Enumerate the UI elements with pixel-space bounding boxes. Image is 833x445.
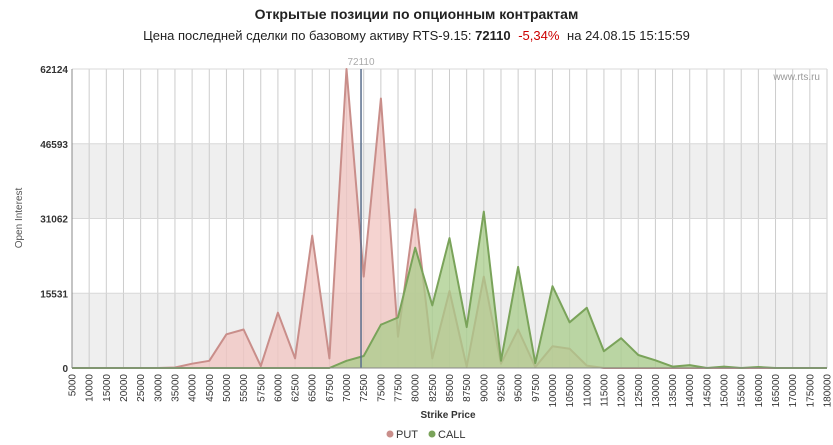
x-tick-label: 62500: [291, 374, 302, 402]
x-axis-title: Strike Price: [420, 410, 475, 421]
x-axis-ticks: 5000 10000 15000 20000 25000 30000 35000 40000 4…: [68, 374, 833, 408]
legend-marker: [428, 430, 436, 438]
x-tick-label: 135000: [668, 374, 679, 408]
x-tick-label: 160000: [754, 374, 765, 408]
legend-label: CALL: [438, 429, 466, 441]
x-tick-label: 50000: [222, 374, 233, 402]
x-tick-label: 100000: [548, 374, 559, 408]
x-tick-label: 87500: [462, 374, 473, 402]
x-tick-label: 125000: [634, 374, 645, 408]
quote-date: на 24.08.15 15:15:59: [567, 28, 690, 43]
x-tick-label: 75000: [376, 374, 387, 402]
x-tick-label: 95000: [514, 374, 525, 402]
y-axis-ticks: 0 15531 31062 46593 62124: [40, 65, 68, 375]
x-tick-label: 25000: [136, 374, 147, 402]
x-tick-label: 20000: [119, 374, 130, 402]
x-tick-label: 140000: [685, 374, 696, 408]
x-tick-label: 85000: [445, 374, 456, 402]
legend-item-put[interactable]: PUT: [386, 429, 419, 441]
legend-marker: [386, 430, 394, 438]
x-tick-label: 80000: [411, 374, 422, 402]
y-tick-label: 31062: [40, 215, 68, 226]
x-tick-label: 60000: [273, 374, 284, 402]
series-area-call: [72, 211, 827, 368]
x-tick-label: 30000: [153, 374, 164, 402]
x-tick-label: 105000: [565, 374, 576, 408]
chart-subtitle: Цена последней сделки по базовому активу…: [0, 28, 833, 43]
x-tick-label: 72500: [359, 374, 370, 402]
y-tick-label: 15531: [40, 289, 68, 300]
price-change: -5,34%: [518, 28, 560, 43]
x-tick-label: 35000: [170, 374, 181, 402]
y-tick-label: 46593: [40, 140, 68, 151]
chart-title: Открытые позиции по опционным контрактам: [254, 6, 579, 22]
x-tick-label: 55000: [239, 374, 250, 402]
x-tick-label: 130000: [651, 374, 662, 408]
x-tick-label: 65000: [308, 374, 319, 402]
x-tick-label: 150000: [720, 374, 731, 408]
y-tick-label: 62124: [40, 65, 68, 76]
x-tick-label: 10000: [85, 374, 96, 402]
x-tick-label: 180000: [823, 374, 833, 408]
x-tick-label: 5000: [68, 374, 79, 397]
y-axis-title: Open Interest: [14, 187, 25, 248]
legend-label: PUT: [396, 429, 418, 441]
legend-item-call[interactable]: CALL: [428, 429, 466, 441]
x-tick-label: 70000: [342, 374, 353, 402]
y-tick-label: 0: [62, 364, 68, 375]
subtitle-prefix: Цена последней сделки по базовому активу…: [143, 28, 472, 43]
last-price: 72110: [475, 28, 511, 43]
x-tick-label: 120000: [617, 374, 628, 408]
x-tick-label: 155000: [737, 374, 748, 408]
x-tick-label: 45000: [205, 374, 216, 402]
x-tick-label: 77500: [394, 374, 405, 402]
x-tick-label: 82500: [428, 374, 439, 402]
x-tick-label: 145000: [702, 374, 713, 408]
x-tick-label: 67500: [325, 374, 336, 402]
x-tick-label: 115000: [599, 374, 610, 407]
x-tick-label: 92500: [496, 374, 507, 402]
x-tick-label: 175000: [805, 374, 816, 408]
price-marker-label: 72110: [347, 57, 375, 68]
x-tick-label: 110000: [582, 374, 593, 407]
legend[interactable]: PUT CALL: [386, 429, 466, 441]
x-tick-label: 165000: [771, 374, 782, 408]
watermark: www.rts.ru: [772, 72, 820, 83]
x-tick-label: 170000: [788, 374, 799, 408]
x-tick-label: 15000: [102, 374, 113, 402]
x-tick-label: 97500: [531, 374, 542, 402]
x-tick-label: 90000: [479, 374, 490, 402]
price-marker: 72110: [347, 57, 375, 368]
x-tick-label: 57500: [256, 374, 267, 402]
x-tick-label: 40000: [188, 374, 199, 402]
axes: [71, 69, 827, 369]
